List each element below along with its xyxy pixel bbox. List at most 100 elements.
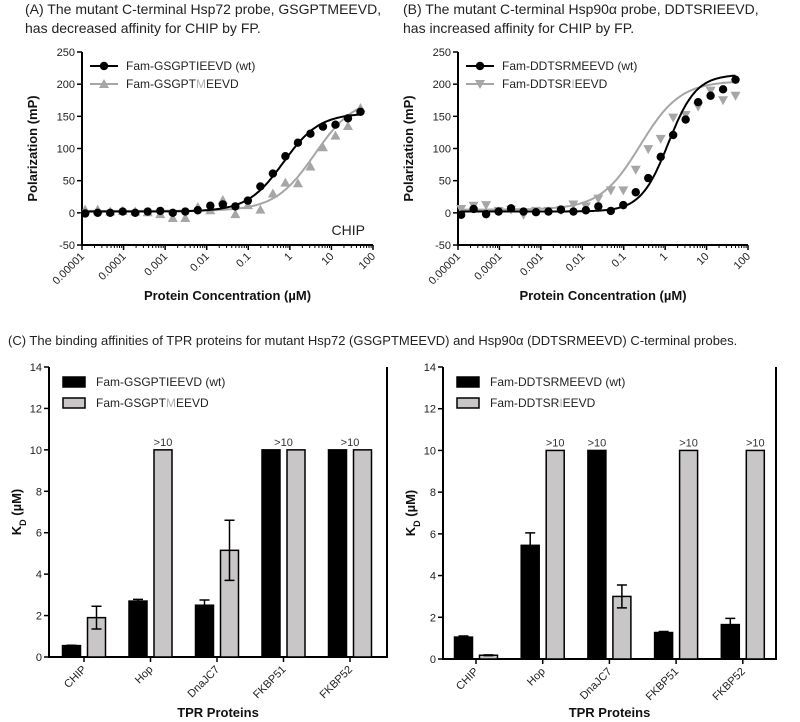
bar-wt xyxy=(453,636,474,660)
category-label: CHIP xyxy=(62,664,89,691)
y-tick-label: 50 xyxy=(63,176,75,188)
y-tick-label: 0 xyxy=(36,652,42,664)
data-point-triangle xyxy=(167,212,178,222)
x-tick-label: 0.0001 xyxy=(96,251,128,283)
y-axis-label-sub: D xyxy=(412,520,422,527)
x-tick-label: 1 xyxy=(282,251,295,264)
data-point-triangle xyxy=(655,134,666,144)
data-point-circle xyxy=(331,120,340,129)
bar-annotation: >10 xyxy=(679,437,698,449)
x-tick-label: 100 xyxy=(732,251,753,272)
legend-swatch xyxy=(456,376,480,388)
data-point-triangle xyxy=(705,86,716,96)
y-tick-label: -50 xyxy=(59,240,75,252)
y-axis-label-unit: (µM) xyxy=(403,490,418,521)
error-bar xyxy=(458,635,469,639)
y-tick-label: 6 xyxy=(430,529,436,541)
data-point-circle xyxy=(569,207,578,216)
data-point-circle xyxy=(668,130,678,140)
axes xyxy=(442,367,777,660)
x-axis-label: TPR Proteins xyxy=(569,705,651,720)
data-point-triangle xyxy=(718,96,729,106)
data-point-triangle xyxy=(456,204,467,214)
data-point-triangle xyxy=(605,186,616,196)
data-point-circle xyxy=(519,207,528,216)
error-bar xyxy=(66,644,77,647)
data-point-circle xyxy=(106,208,115,218)
data-point-circle xyxy=(594,202,603,211)
y-tick-label: 12 xyxy=(30,403,42,415)
y-tick-label: 8 xyxy=(36,486,42,498)
y-tick-label: 200 xyxy=(433,79,451,91)
x-axis-label: Protein Concentration (µM) xyxy=(519,288,686,303)
y-tick-label: 12 xyxy=(424,404,436,416)
bar-mutant xyxy=(153,449,173,658)
bar-annotation: >10 xyxy=(341,437,360,449)
x-axis-label: Protein Concentration (µM) xyxy=(144,288,311,303)
data-point-circle xyxy=(456,210,466,219)
y-tick-label: 50 xyxy=(439,176,451,188)
legend-label: Fam-DDTSRIEEVD xyxy=(490,396,596,410)
x-tick-label: 10 xyxy=(695,251,712,268)
x-tick-label: 0.0001 xyxy=(472,251,504,283)
data-point-circle xyxy=(99,61,109,71)
bar-wt xyxy=(261,449,281,658)
y-axis-label-main: K xyxy=(403,526,418,536)
data-point-triangle xyxy=(230,209,241,219)
data-point-circle xyxy=(356,107,365,117)
data-point-triangle xyxy=(481,201,492,211)
panel-c-left-chart: 14 12 10 8 6 4 2 0 KD (µM) TPR Proteins CHIP Hop Dna… xyxy=(9,362,388,720)
legend-label-prefix: Fam-DDTSR xyxy=(490,396,560,410)
data-point-triangle xyxy=(618,186,629,196)
legend-label-prefix: Fam-DDTSRMEEVD (wt) xyxy=(490,375,625,389)
data-point-circle xyxy=(544,207,553,216)
data-point-circle xyxy=(256,182,265,191)
data-point-triangle xyxy=(280,177,291,187)
error-bar xyxy=(91,605,102,630)
data-point-triangle xyxy=(475,80,485,89)
data-point-circle xyxy=(469,204,478,214)
legend-label: Fam-GSGPTIEEVD (wt) xyxy=(126,59,255,73)
data-point-circle xyxy=(343,114,353,123)
data-point-triangle xyxy=(342,120,353,130)
category-label: FKBP52 xyxy=(710,666,747,703)
bar-wt xyxy=(520,544,540,660)
x-tick-label: 0.01 xyxy=(188,251,212,275)
x-tick-label: 1 xyxy=(657,251,670,264)
bar-mutant xyxy=(678,449,699,660)
y-tick-label: 2 xyxy=(430,612,436,624)
data-point-triangle xyxy=(180,212,191,222)
bar-mutant xyxy=(352,449,373,658)
axes xyxy=(48,367,388,658)
data-point-circle xyxy=(231,202,240,211)
y-tick-label: 0 xyxy=(69,208,75,220)
bar-wt xyxy=(61,644,82,658)
y-tick-label: 2 xyxy=(36,611,42,623)
panel-c-title: (C) The binding affinities of TPR protei… xyxy=(8,333,737,348)
legend-swatch xyxy=(62,397,86,409)
x-tick-label: 10 xyxy=(319,251,336,268)
bar-annotation: >10 xyxy=(546,437,565,449)
bar-annotation: >10 xyxy=(746,437,765,449)
y-tick-label: 150 xyxy=(433,111,451,123)
legend-swatch xyxy=(62,376,86,388)
y-tick-label: 4 xyxy=(36,569,42,581)
category-label: DnaJC7 xyxy=(186,664,223,701)
data-point-circle xyxy=(631,188,640,197)
data-point-circle xyxy=(656,152,665,162)
error-bar xyxy=(199,599,210,612)
data-point-circle xyxy=(731,75,740,84)
data-point-triangle xyxy=(267,188,278,198)
panel-b-title-line2: has increased affinity for CHIP by FP. xyxy=(403,20,634,36)
legend-label-highlight: M xyxy=(166,396,176,410)
y-tick-label: 14 xyxy=(424,362,436,374)
y-axis-label: KD (µM) xyxy=(9,489,28,535)
error-bar xyxy=(133,598,143,604)
error-bar xyxy=(224,519,235,582)
data-point-circle xyxy=(481,209,491,219)
y-tick-label: 200 xyxy=(57,79,75,91)
legend-label-suffix: EEVD xyxy=(206,77,239,91)
x-tick-label: 0.1 xyxy=(610,251,629,270)
legend-label-suffix: EEVD xyxy=(575,77,608,91)
x-tick-label: 0.01 xyxy=(564,251,588,275)
